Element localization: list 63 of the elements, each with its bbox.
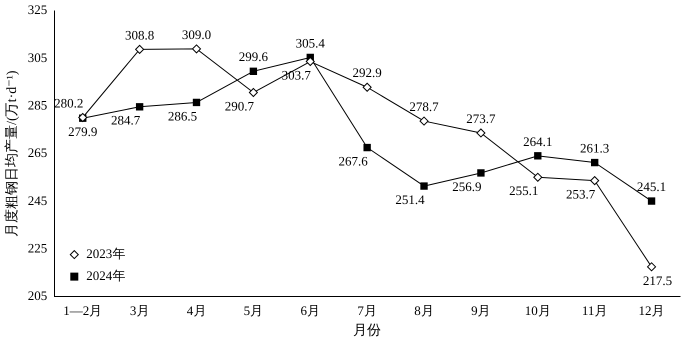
data-label: 251.4 <box>395 192 426 208</box>
data-label: 308.8 <box>125 27 154 42</box>
data-label: 256.9 <box>452 178 482 194</box>
data-label: 305.4 <box>296 35 326 50</box>
x-axis-title: 月份 <box>353 322 382 338</box>
data-label: 286.5 <box>168 108 198 124</box>
data-label: 303.7 <box>282 67 312 82</box>
point <box>192 98 200 106</box>
point <box>248 88 258 97</box>
data-label: 292.9 <box>352 65 382 80</box>
point <box>135 44 144 54</box>
point <box>590 176 600 186</box>
data-label: 273.7 <box>466 110 496 126</box>
x-tick-label: 4月 <box>186 302 206 318</box>
data-label: 284.7 <box>111 112 141 128</box>
point <box>362 82 372 92</box>
x-tick-label: 1—2月 <box>63 302 102 318</box>
x-tick-label: 8月 <box>414 302 434 318</box>
data-label: 267.6 <box>338 153 368 168</box>
point <box>533 172 542 182</box>
x-tick-label: 7月 <box>357 302 377 318</box>
x-tick-label: 12月 <box>638 302 665 318</box>
x-tick-label: 11月 <box>582 302 608 318</box>
x-tick-label: 5月 <box>244 302 264 318</box>
point <box>306 57 315 66</box>
point <box>477 169 485 177</box>
y-tick-label: 325 <box>28 2 48 18</box>
point <box>534 152 542 160</box>
legend-label: 2023年 <box>86 246 126 262</box>
data-label: 245.1 <box>636 179 666 194</box>
point <box>648 197 656 205</box>
point <box>590 158 598 166</box>
y-tick-label: 205 <box>28 288 48 304</box>
x-tick-label: 3月 <box>130 302 150 318</box>
point <box>363 144 371 152</box>
x-tick-label: 6月 <box>300 302 320 318</box>
data-label: 278.7 <box>409 98 440 114</box>
point <box>250 68 258 75</box>
point <box>420 182 428 190</box>
legend-label: 2024年 <box>86 268 126 284</box>
data-label: 255.1 <box>509 183 538 198</box>
x-tick-label: 10月 <box>524 302 551 318</box>
data-label: 299.6 <box>238 49 269 64</box>
point <box>192 44 202 54</box>
data-label: 261.3 <box>580 140 610 156</box>
y-tick-label: 285 <box>28 97 48 112</box>
data-label: 279.9 <box>68 124 98 140</box>
data-label: 290.7 <box>224 98 255 114</box>
point <box>476 128 486 138</box>
y-tick-label: 245 <box>28 192 48 208</box>
data-label: 264.1 <box>523 134 552 149</box>
point <box>420 116 429 126</box>
point <box>647 262 656 272</box>
data-label: 309.0 <box>182 26 212 42</box>
data-label: 253.7 <box>566 186 596 202</box>
x-tick-label: 9月 <box>471 302 491 318</box>
y-axis-title: 月度粗钢日均产量/(万t·d⁻¹) <box>4 70 20 237</box>
data-label: 280.2 <box>54 95 84 110</box>
y-tick-label: 305 <box>28 50 48 65</box>
y-tick-label: 265 <box>28 145 48 160</box>
y-tick-label: 225 <box>28 240 48 256</box>
data-label: 217.5 <box>642 272 672 288</box>
point <box>136 103 144 110</box>
